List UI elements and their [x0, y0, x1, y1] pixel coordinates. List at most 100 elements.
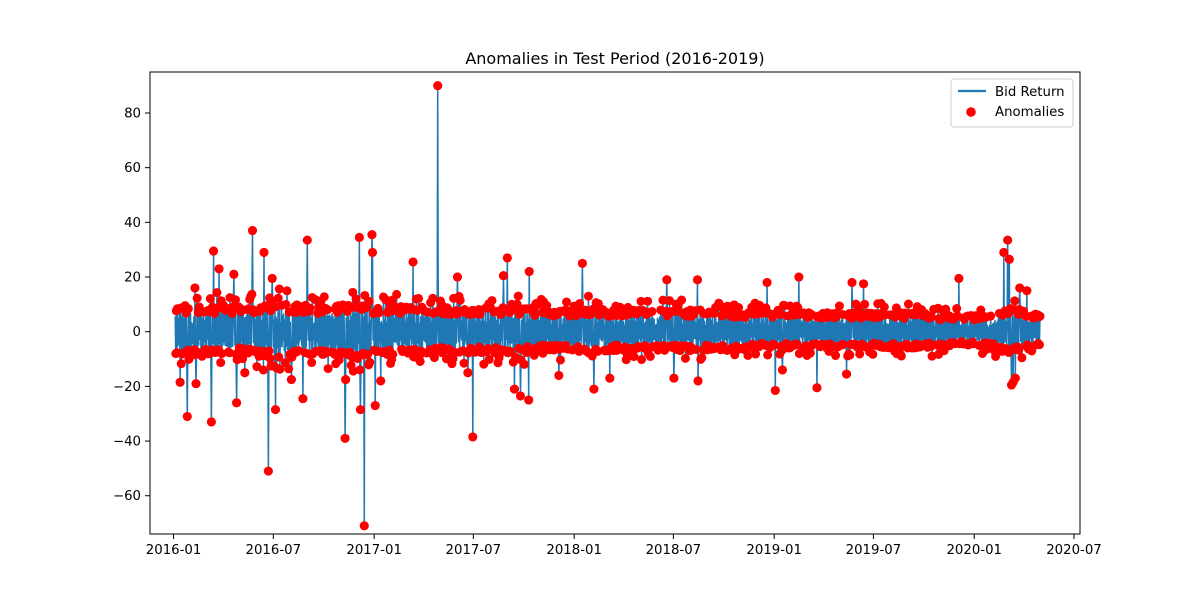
anomaly-spike-point	[847, 278, 857, 287]
anomaly-point	[831, 351, 841, 361]
y-tick-label: −20	[113, 380, 141, 395]
anomaly-spike-point	[509, 384, 519, 394]
anomaly-point	[926, 312, 936, 322]
anomaly-point	[763, 350, 773, 360]
anomaly-point	[275, 364, 285, 374]
anomaly-point	[991, 351, 1001, 361]
anomaly-point	[785, 301, 795, 311]
anomaly-spike-point	[524, 267, 534, 277]
anomaly-spike-point	[812, 383, 822, 393]
anomaly-point	[363, 350, 373, 360]
anomaly-point	[658, 295, 668, 305]
anomaly-point	[636, 296, 646, 306]
x-tick-label: 2019-01	[746, 543, 802, 558]
y-axis: −60 −40 −20 0 20 40 60 80	[113, 107, 150, 504]
anomaly-point	[183, 304, 193, 314]
anomaly-spike-point	[340, 433, 350, 443]
anomaly-spike-point	[524, 395, 534, 405]
anomaly-spike-point	[376, 376, 386, 386]
axes-border	[149, 71, 1081, 535]
x-tick-label: 2019-07	[846, 543, 902, 558]
axes-frame	[149, 71, 1081, 535]
anomaly-point	[845, 350, 855, 360]
anomaly-spike-point	[954, 273, 964, 283]
anomaly-point	[455, 295, 465, 305]
anomaly-point	[273, 293, 283, 303]
anomaly-point	[1010, 296, 1020, 306]
anomaly-spike-point	[777, 365, 787, 375]
anomaly-point	[505, 346, 515, 356]
anomaly-spike-point	[433, 81, 443, 91]
anomaly-point	[513, 291, 523, 301]
anomaly-point	[216, 358, 226, 368]
anomaly-spike-point	[240, 368, 250, 378]
anomaly-spike-point	[1010, 373, 1020, 383]
anomaly-point	[282, 286, 292, 296]
anomaly-point	[334, 355, 344, 365]
anomaly-point	[792, 339, 802, 349]
anomaly-spike-point	[232, 398, 242, 408]
anomaly-point	[793, 302, 803, 312]
anomaly-point	[230, 295, 240, 305]
anomaly-point	[1014, 345, 1024, 355]
anomaly-point	[637, 355, 647, 365]
anomaly-spike-point	[463, 368, 473, 378]
anomaly-spike-point	[589, 384, 599, 394]
anomaly-spike-point	[1015, 283, 1025, 293]
anomaly-point	[484, 354, 494, 364]
anomaly-point	[1035, 311, 1045, 321]
y-tick-label: 0	[133, 325, 141, 340]
anomaly-spike-point	[175, 377, 185, 387]
anomaly-point	[986, 311, 996, 321]
anomaly-spike-point	[286, 375, 296, 385]
anomaly-point	[281, 299, 291, 309]
anomaly-point	[1017, 353, 1027, 363]
anomaly-point	[743, 350, 753, 360]
anomaly-point	[680, 353, 690, 363]
anomaly-point	[323, 305, 333, 315]
anomaly-spike-point	[502, 253, 512, 263]
anomaly-point	[392, 289, 402, 299]
anomaly-spike-point	[669, 373, 679, 383]
anomaly-point	[487, 296, 497, 306]
anomaly-spike-point	[267, 273, 277, 283]
anomaly-point	[868, 349, 878, 359]
anomaly-point	[647, 306, 657, 316]
anomaly-spike-point	[359, 521, 369, 531]
anomaly-spike-point	[794, 272, 804, 282]
anomaly-point	[348, 287, 358, 297]
anomaly-spike-point	[770, 385, 780, 395]
anomaly-spike-point	[859, 279, 869, 289]
anomaly-point	[374, 308, 384, 318]
anomaly-point	[176, 359, 186, 369]
anomaly-spike-point	[229, 269, 239, 279]
anomaly-point	[697, 353, 707, 363]
anomaly-point	[879, 302, 889, 312]
y-tick-label: 60	[124, 161, 141, 176]
anomaly-point	[364, 296, 374, 306]
y-tick-label: 20	[124, 271, 141, 286]
anomaly-point	[838, 340, 848, 350]
anomaly-spike-point	[515, 391, 525, 401]
legend: Bid Return Anomalies	[950, 78, 1074, 128]
anomaly-point	[555, 355, 565, 365]
anomaly-spike-point	[206, 417, 216, 427]
y-tick-label: −60	[113, 489, 141, 504]
anomaly-point	[305, 303, 315, 313]
anomaly-point	[319, 292, 329, 302]
anomaly-point	[629, 352, 639, 362]
anomaly-point	[351, 294, 361, 304]
anomaly-spike-point	[247, 226, 257, 236]
anomaly-point	[834, 301, 844, 311]
anomaly-point	[205, 294, 215, 304]
anomaly-point	[212, 288, 222, 298]
anomaly-point	[530, 310, 540, 320]
anomaly-spike-point	[554, 370, 564, 380]
anomaly-spike-point	[302, 235, 312, 245]
anomaly-point	[896, 351, 906, 361]
anomalies-series	[171, 81, 1045, 531]
anomaly-spike-point	[298, 394, 308, 404]
anomaly-point	[952, 304, 962, 314]
anomaly-spike-point	[271, 405, 280, 415]
